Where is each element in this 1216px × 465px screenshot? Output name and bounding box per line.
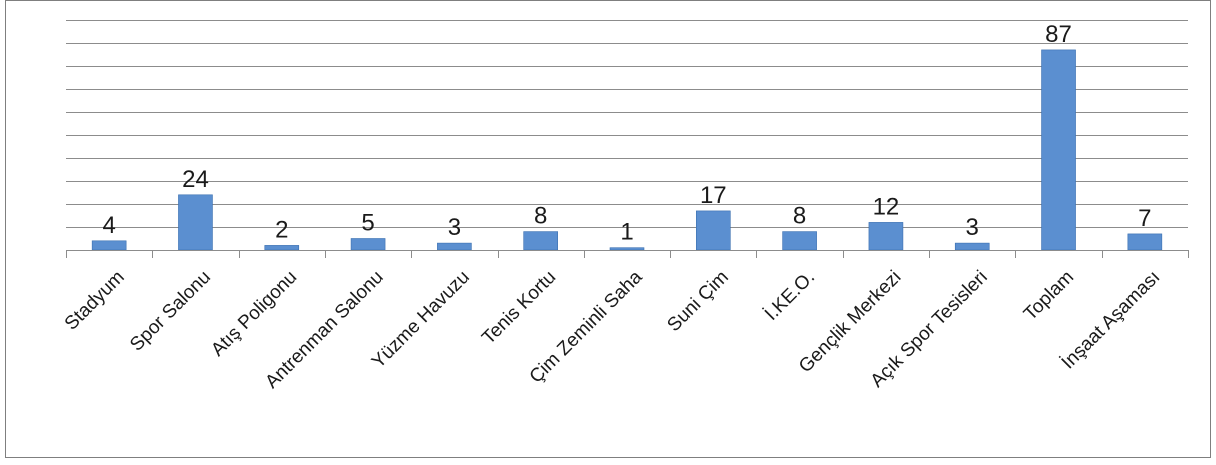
data-label: 5 [361, 210, 374, 237]
data-label: 4 [102, 212, 115, 239]
data-label: 12 [873, 193, 900, 220]
bar [437, 242, 472, 251]
bar [954, 242, 990, 251]
bar [609, 247, 645, 251]
category-label: İ.KE.O. [761, 267, 819, 325]
data-label: 24 [182, 166, 209, 193]
data-label: 1 [620, 219, 633, 246]
category-label: Stadyum [61, 267, 129, 335]
data-label: 3 [448, 214, 461, 241]
data-label: 3 [966, 214, 979, 241]
bar [782, 231, 817, 251]
data-label: 8 [534, 203, 547, 230]
data-label: 2 [275, 216, 288, 243]
category-label: Tenis Kortu [478, 267, 560, 349]
chart-border [5, 0, 1211, 458]
bar [868, 222, 904, 251]
bar [696, 210, 731, 251]
bar [1127, 233, 1163, 251]
bar [350, 238, 386, 251]
bar [264, 245, 300, 251]
x-axis [66, 250, 1189, 258]
category-label: Atış Poligonu [207, 267, 301, 361]
bar [178, 194, 213, 251]
bar [91, 240, 127, 251]
data-label: 17 [700, 182, 727, 209]
gridlines [66, 20, 1188, 228]
data-label: 8 [793, 203, 806, 230]
data-labels: 4 24 2 5 3 8 1 17 8 12 3 87 7 [102, 21, 1151, 246]
bars [91, 49, 1163, 251]
data-label: 7 [1138, 205, 1151, 232]
category-label: Toplam [1020, 267, 1078, 325]
category-label: Spor Salonu [126, 267, 215, 356]
category-label: Suni Çim [663, 267, 732, 336]
bar [523, 231, 558, 251]
bar [1041, 49, 1076, 251]
data-label: 87 [1045, 21, 1072, 48]
